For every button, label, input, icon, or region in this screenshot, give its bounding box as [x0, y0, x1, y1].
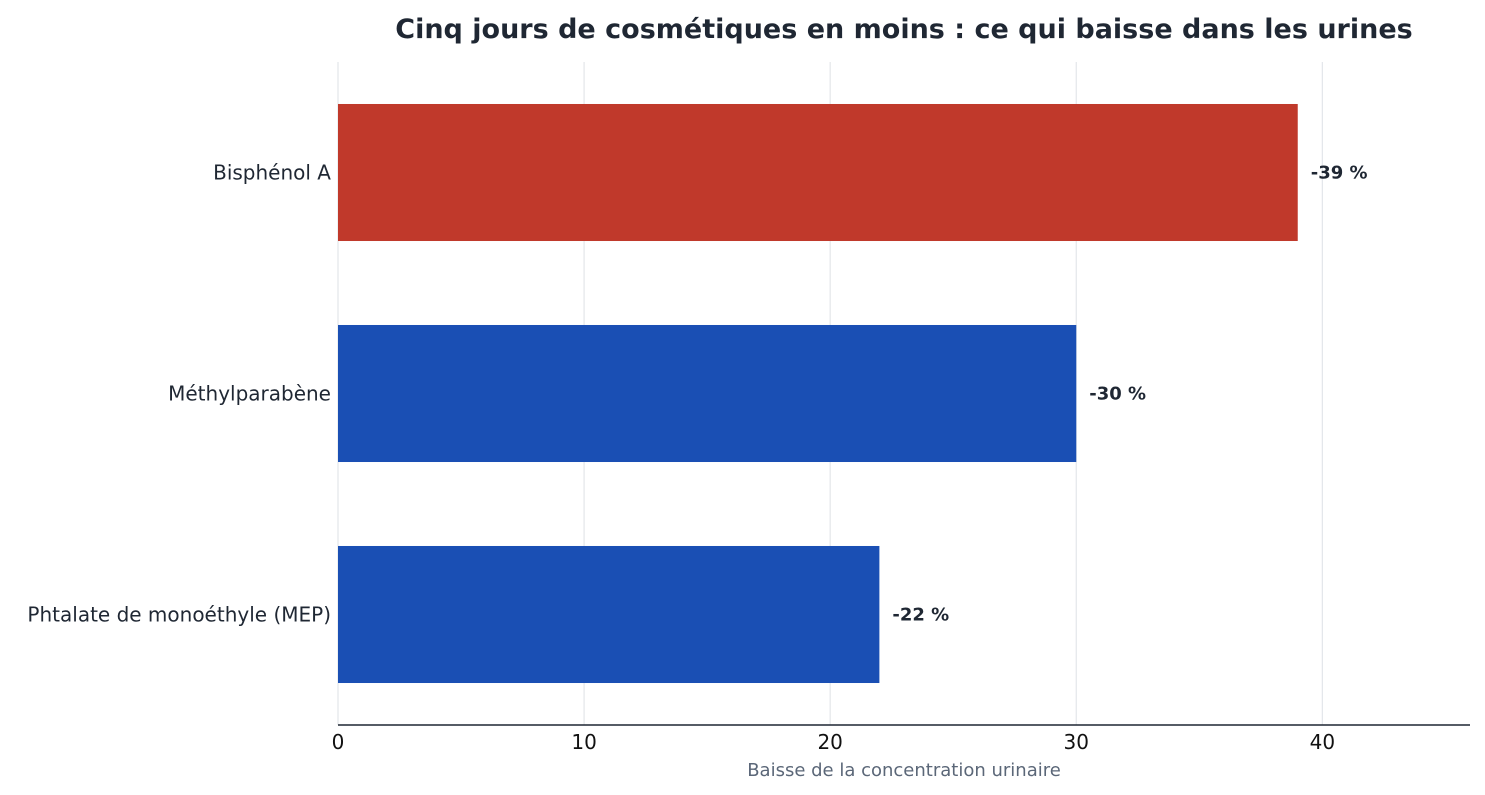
x-tick-label-30: 30 — [1064, 730, 1089, 754]
category-label-2: Méthylparabène — [168, 382, 331, 406]
bar-2 — [338, 324, 1077, 463]
value-label-2: -30 % — [1089, 384, 1146, 405]
bar-3 — [338, 545, 880, 684]
x-tick-label-0: 0 — [332, 730, 345, 754]
x-axis-title: Baisse de la concentration urinaire — [747, 760, 1061, 781]
x-tick-label-40: 40 — [1310, 730, 1335, 754]
x-tick-labels: 0 10 20 30 40 — [332, 730, 1335, 754]
bar-1 — [338, 103, 1298, 242]
bars-layer — [338, 103, 1298, 684]
value-label-1: -39 % — [1311, 163, 1368, 184]
category-label-3: Phtalate de monoéthyle (MEP) — [27, 603, 331, 627]
x-tick-label-20: 20 — [817, 730, 842, 754]
category-label-1: Bisphénol A — [213, 161, 331, 185]
chart-title: Cinq jours de cosmétiques en moins : ce … — [395, 14, 1412, 45]
x-tick-label-10: 10 — [571, 730, 596, 754]
category-labels: Bisphénol A Méthylparabène Phtalate de mon… — [27, 161, 331, 627]
value-label-3: -22 % — [892, 605, 949, 626]
value-labels: -39 % -30 % -22 % — [892, 163, 1367, 626]
